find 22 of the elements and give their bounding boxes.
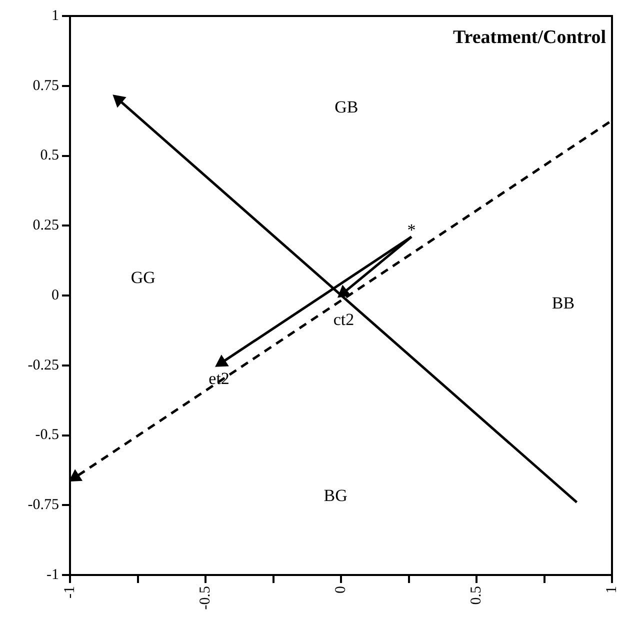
- annotation: BB: [552, 293, 575, 312]
- annotation: GB: [334, 98, 358, 117]
- y-tick-label: 0: [52, 287, 59, 304]
- x-tick-label: 1: [604, 586, 620, 594]
- y-tick-label: 0.5: [40, 148, 59, 164]
- annotation: et2: [208, 368, 230, 388]
- annotation: GG: [130, 268, 156, 288]
- annotation: BG: [324, 486, 348, 506]
- y-tick-label: -0.25: [28, 357, 59, 374]
- y-tick-label: -0.75: [28, 497, 59, 514]
- y-tick-label: -1: [46, 566, 59, 583]
- text: Treatment/Control: [452, 26, 606, 48]
- x-tick-label: -1: [62, 586, 78, 598]
- y-tick-label: 1: [52, 8, 59, 24]
- y-tick-label: 0.25: [32, 218, 59, 234]
- x-tick-label: 0: [332, 586, 349, 594]
- x-tick-label: -0.5: [197, 586, 214, 610]
- y-tick-label: -0.5: [35, 427, 59, 444]
- annotation: ct2: [333, 310, 354, 330]
- y-tick-label: 0.75: [32, 78, 59, 94]
- annotation: *: [407, 220, 416, 240]
- x-tick-label: 0.5: [468, 586, 484, 605]
